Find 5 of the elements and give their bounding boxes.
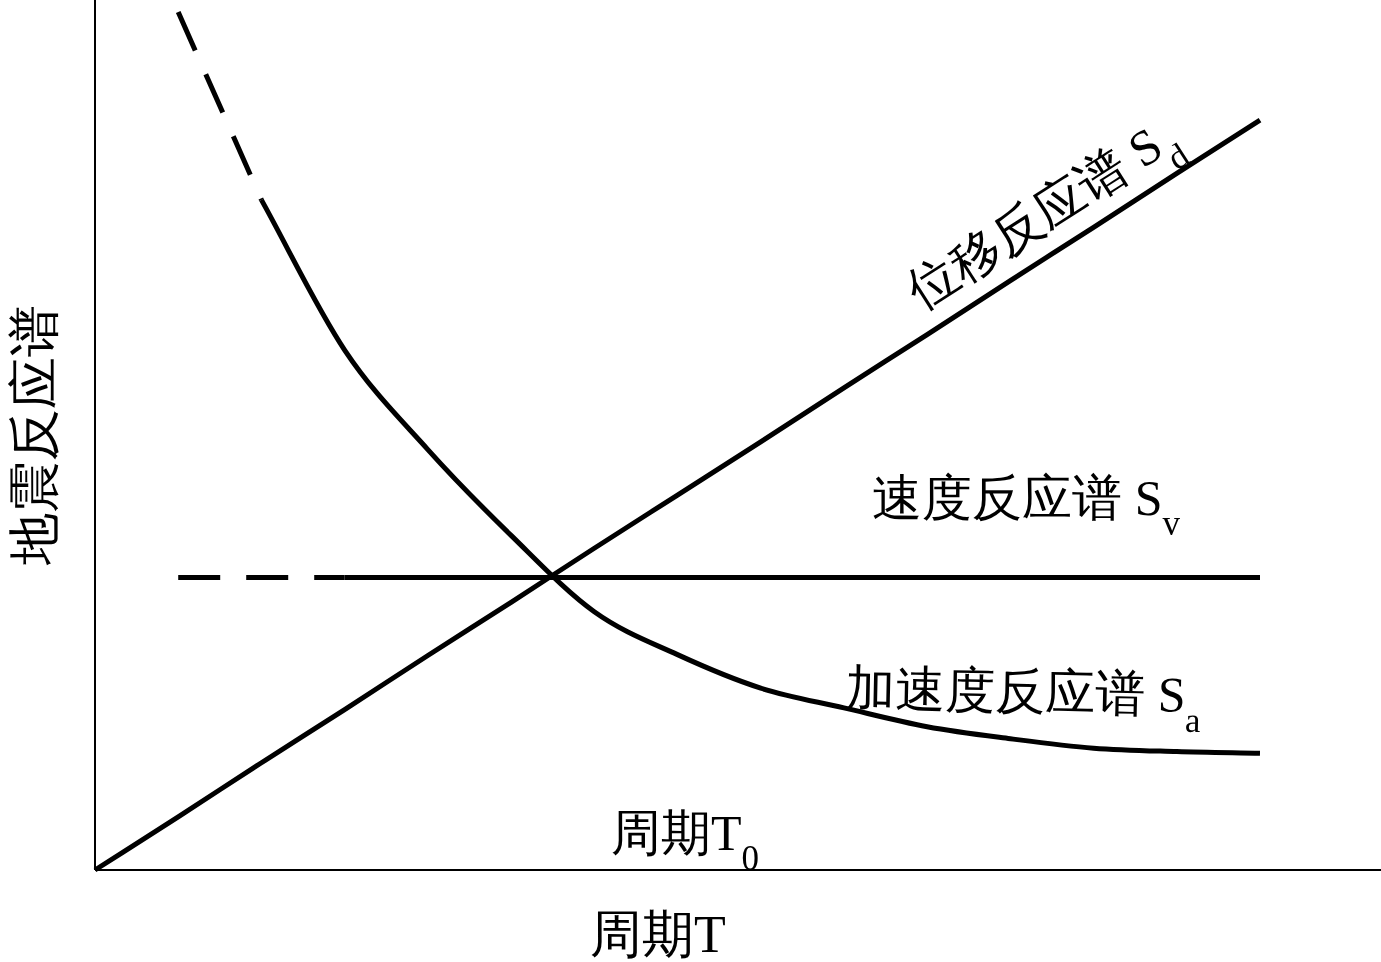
series-label: 速度反应谱 S$_{v}$ [872,470,1181,543]
x-axis-title: 周期T [590,906,726,962]
series-label: 加速度反应谱 S$_{a}$ [844,659,1202,740]
annotation: 周期T$_{0}$ [610,805,760,878]
y-axis-title: 地震反应谱 [6,305,63,566]
